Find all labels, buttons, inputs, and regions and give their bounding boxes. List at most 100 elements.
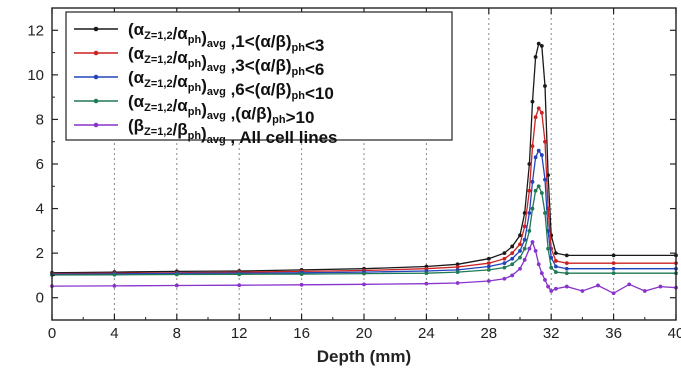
data-point [299,272,304,276]
data-point [502,261,507,266]
data-point [112,284,117,288]
data-point [510,262,515,267]
x-tick-label: 16 [293,325,310,342]
x-tick-label: 4 [110,325,118,342]
data-point [455,265,460,269]
x-tick-label: 20 [356,325,373,342]
data-point [486,279,491,283]
data-point [502,265,507,270]
y-tick-label: 10 [27,67,44,84]
data-point [553,251,558,256]
data-point [502,256,507,261]
legend-item: (βZ=1,2/βph)avg , All cell lines [74,116,338,147]
data-point [564,284,569,289]
legend-box [65,11,453,141]
x-tick-label: 24 [418,325,435,342]
legend-marker [93,74,99,80]
y-tick-label: 4 [36,201,44,218]
y-tick-label: 12 [27,22,44,39]
data-point [553,286,558,291]
y-tick-label: 2 [36,245,44,262]
data-point [502,276,507,281]
series-5 [50,240,678,296]
data-point [539,191,544,195]
x-tick-label: 36 [605,325,622,342]
legend-item: (αZ=1,2/αph)avg ,6<(α/β)ph<10 [74,68,334,103]
data-point [553,270,558,274]
data-point [549,265,554,270]
data-point [564,261,569,266]
data-point [530,206,535,211]
data-point [530,179,535,184]
data-point [553,259,558,263]
data-point [543,84,547,88]
data-point [527,211,532,215]
data-point [522,237,527,242]
data-point [543,277,547,282]
x-tick-label: 32 [543,325,560,342]
data-point [611,261,616,266]
data-point [518,266,522,271]
series-line [51,240,677,295]
data-point [522,224,527,229]
data-point [362,282,366,287]
data-point [299,282,304,287]
x-tick-label: 12 [231,325,248,342]
legend-marker [93,50,99,56]
data-point [546,284,550,289]
data-point [553,264,558,269]
y-tick-label: 8 [36,111,44,128]
legend-item: (αZ=1,2/αph)avg ,3<(α/β)ph<6 [74,44,324,79]
data-point [237,283,242,288]
data-point [611,291,616,296]
data-point [486,261,491,266]
data-point [539,43,544,48]
data-point [536,184,541,189]
data-point [549,289,554,293]
data-point [546,246,550,251]
data-point [533,249,538,253]
data-point [522,246,527,251]
data-point [518,233,522,238]
y-tick-label: 6 [36,156,44,173]
data-point [611,253,616,258]
legend-label: (αZ=1,2/αph)avg ,1<(α/β)ph<3 [128,20,324,55]
data-point [611,266,616,271]
data-point [596,283,600,288]
data-point [533,115,538,120]
data-point [362,271,366,276]
x-axis-title: Depth (mm) [317,347,411,366]
data-point [424,281,429,286]
data-point [518,249,522,253]
x-tick-label: 28 [480,325,497,342]
legend-item: (αZ=1,2/αph)avg ,(α/β)ph>10 [74,92,314,127]
data-point [112,272,117,277]
data-point [539,153,544,157]
data-point [237,272,242,277]
data-point [530,99,535,104]
data-point [539,271,544,276]
legend-marker [93,98,99,104]
data-point [424,271,429,276]
y-tick-label: 0 [36,290,44,307]
data-point [536,262,541,267]
data-point [536,41,541,46]
data-point [530,240,535,244]
data-point [533,55,538,59]
data-point [518,242,522,247]
data-point [510,244,515,249]
data-point [533,188,538,193]
data-point [642,289,647,293]
data-point [543,177,547,182]
legend-label: (αZ=1,2/αph)avg ,6<(α/β)ph<10 [128,68,334,103]
data-point [174,272,179,277]
data-point [455,262,460,267]
data-point [564,253,569,258]
data-point [627,282,632,287]
series-3 [50,148,678,277]
data-point [564,271,569,276]
data-point [658,284,663,289]
data-point [543,139,547,144]
